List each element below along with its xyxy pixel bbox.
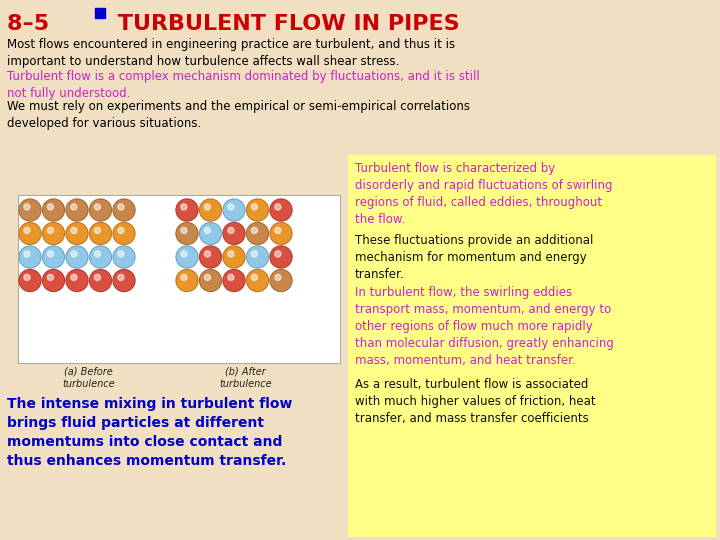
Circle shape xyxy=(94,227,101,233)
Circle shape xyxy=(113,222,135,245)
Text: (b) After
turbulence: (b) After turbulence xyxy=(220,367,272,389)
Circle shape xyxy=(89,246,112,268)
Circle shape xyxy=(24,274,30,280)
Circle shape xyxy=(19,269,41,292)
Circle shape xyxy=(275,251,281,257)
Circle shape xyxy=(228,227,234,233)
Circle shape xyxy=(228,274,234,280)
Text: Most flows encountered in engineering practice are turbulent, and thus it is
imp: Most flows encountered in engineering pr… xyxy=(7,38,455,69)
Circle shape xyxy=(118,204,124,210)
Circle shape xyxy=(24,251,30,257)
Text: We must rely on experiments and the empirical or semi-empirical correlations
dev: We must rely on experiments and the empi… xyxy=(7,100,470,131)
Circle shape xyxy=(246,222,269,245)
Circle shape xyxy=(19,199,41,221)
Circle shape xyxy=(89,222,112,245)
Circle shape xyxy=(246,269,269,292)
Text: Turbulent flow is a complex mechanism dominated by fluctuations, and it is still: Turbulent flow is a complex mechanism do… xyxy=(7,70,480,100)
Circle shape xyxy=(251,227,258,233)
Circle shape xyxy=(176,246,198,268)
Circle shape xyxy=(223,222,245,245)
Circle shape xyxy=(246,246,269,268)
Circle shape xyxy=(176,269,198,292)
Circle shape xyxy=(181,227,187,233)
Circle shape xyxy=(246,199,269,221)
Text: In turbulent flow, the swirling eddies
transport mass, momentum, and energy to
o: In turbulent flow, the swirling eddies t… xyxy=(355,286,614,367)
Circle shape xyxy=(113,269,135,292)
Circle shape xyxy=(71,227,77,233)
Circle shape xyxy=(251,204,258,210)
Circle shape xyxy=(199,199,222,221)
Circle shape xyxy=(48,227,53,233)
Text: The intense mixing in turbulent flow
brings fluid particles at different
momentu: The intense mixing in turbulent flow bri… xyxy=(7,397,292,468)
Circle shape xyxy=(199,246,222,268)
Circle shape xyxy=(275,204,281,210)
Circle shape xyxy=(48,251,53,257)
Circle shape xyxy=(66,199,88,221)
Circle shape xyxy=(42,246,65,268)
Circle shape xyxy=(19,246,41,268)
Circle shape xyxy=(71,204,77,210)
Circle shape xyxy=(24,204,30,210)
Circle shape xyxy=(71,251,77,257)
Circle shape xyxy=(199,269,222,292)
Circle shape xyxy=(24,227,30,233)
Circle shape xyxy=(176,199,198,221)
Circle shape xyxy=(270,246,292,268)
Circle shape xyxy=(113,246,135,268)
Text: As a result, turbulent flow is associated
with much higher values of friction, h: As a result, turbulent flow is associate… xyxy=(355,378,595,425)
Circle shape xyxy=(94,251,101,257)
Circle shape xyxy=(181,204,187,210)
Circle shape xyxy=(66,222,88,245)
Text: (a) Before
turbulence: (a) Before turbulence xyxy=(63,367,115,389)
Circle shape xyxy=(113,199,135,221)
Circle shape xyxy=(199,222,222,245)
Bar xyxy=(95,8,105,18)
Circle shape xyxy=(270,269,292,292)
Circle shape xyxy=(251,274,258,280)
Text: These fluctuations provide an additional
mechanism for momentum and energy
trans: These fluctuations provide an additional… xyxy=(355,234,593,281)
Circle shape xyxy=(275,274,281,280)
Circle shape xyxy=(204,251,210,257)
Circle shape xyxy=(275,227,281,233)
Circle shape xyxy=(228,251,234,257)
Circle shape xyxy=(71,274,77,280)
Circle shape xyxy=(94,204,101,210)
Circle shape xyxy=(228,204,234,210)
Circle shape xyxy=(223,199,245,221)
Circle shape xyxy=(48,274,53,280)
Circle shape xyxy=(89,269,112,292)
Circle shape xyxy=(181,251,187,257)
FancyBboxPatch shape xyxy=(348,155,716,537)
Circle shape xyxy=(66,269,88,292)
Text: TURBULENT FLOW IN PIPES: TURBULENT FLOW IN PIPES xyxy=(110,14,459,34)
Circle shape xyxy=(42,269,65,292)
Circle shape xyxy=(19,222,41,245)
Circle shape xyxy=(66,246,88,268)
Bar xyxy=(18,195,340,363)
Circle shape xyxy=(118,274,124,280)
Circle shape xyxy=(89,199,112,221)
Circle shape xyxy=(223,246,245,268)
Circle shape xyxy=(118,227,124,233)
Circle shape xyxy=(223,269,245,292)
Circle shape xyxy=(181,274,187,280)
Text: 8–5: 8–5 xyxy=(7,14,57,34)
Circle shape xyxy=(48,204,53,210)
Circle shape xyxy=(118,251,124,257)
Text: Turbulent flow is characterized by
disorderly and rapid fluctuations of swirling: Turbulent flow is characterized by disor… xyxy=(355,162,613,226)
Circle shape xyxy=(204,204,210,210)
Circle shape xyxy=(42,222,65,245)
Circle shape xyxy=(270,199,292,221)
Circle shape xyxy=(251,251,258,257)
Circle shape xyxy=(94,274,101,280)
Circle shape xyxy=(176,222,198,245)
Circle shape xyxy=(204,227,210,233)
Circle shape xyxy=(270,222,292,245)
Circle shape xyxy=(204,274,210,280)
Circle shape xyxy=(42,199,65,221)
